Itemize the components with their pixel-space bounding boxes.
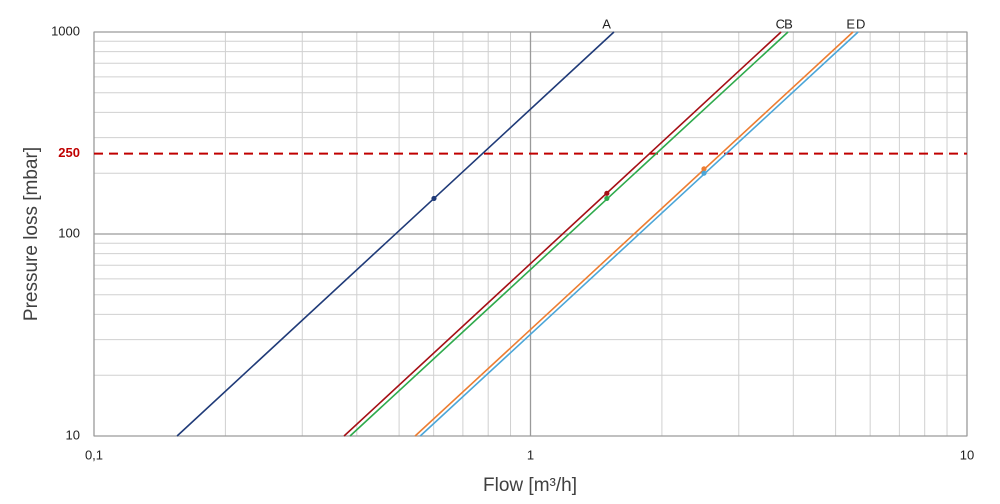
x-axis-title: Flow [m³/h] <box>483 475 577 496</box>
series-line <box>176 31 615 437</box>
series-point <box>604 190 610 196</box>
y-tick-label: 10 <box>66 427 80 442</box>
plot-border <box>93 31 968 437</box>
x-tick-label: 1 <box>527 447 534 462</box>
y-tick-label: 1000 <box>51 23 80 38</box>
series-label: A <box>602 16 611 31</box>
x-tick-label: 0,1 <box>85 447 103 462</box>
series-point <box>701 170 707 176</box>
series-point <box>431 195 437 202</box>
series-label: D <box>856 16 865 31</box>
series-line <box>349 31 789 437</box>
reference-label: 250 <box>58 145 80 160</box>
series-point <box>604 195 610 202</box>
y-tick-label: 100 <box>58 225 80 240</box>
series-point <box>701 166 707 172</box>
series-label: E <box>846 16 855 31</box>
y-axis-title: Pressure loss [mbar] <box>21 147 42 321</box>
series-line <box>414 31 854 437</box>
series-line <box>343 31 782 437</box>
series-line <box>419 31 859 437</box>
series-label: B <box>784 16 793 31</box>
series-label: C <box>776 16 785 31</box>
x-tick-label: 10 <box>960 447 974 462</box>
